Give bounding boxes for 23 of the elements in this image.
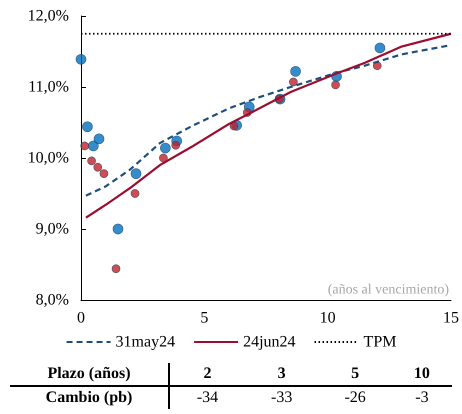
category-label: 10: [412, 364, 431, 384]
data-label: -34: [196, 388, 220, 408]
text: Cambio (pb): [10, 386, 169, 409]
legend-label: 31may24: [116, 334, 176, 350]
legend-label: TPM: [364, 334, 396, 350]
y-tick-label: 10,0%: [28, 150, 69, 166]
data-label: -3: [414, 388, 430, 408]
category-label: 5: [350, 364, 360, 384]
text: Plazo (años): [10, 363, 169, 386]
y-tick-label: 9,0%: [36, 220, 69, 238]
x-tick-label: 0: [77, 310, 85, 326]
x-tick-label: 15: [443, 310, 459, 326]
annotation: (años al vencimiento): [328, 282, 450, 298]
legend-label: 24jun24: [243, 334, 296, 350]
y-tick-label: 12,0%: [28, 8, 69, 24]
y-tick-label: 11,0%: [28, 78, 69, 96]
x-tick-label: 5: [200, 310, 208, 326]
data-label: -26: [343, 388, 367, 408]
x-tick-label: 10: [320, 310, 336, 326]
y-tick-label: 8,0%: [36, 292, 69, 308]
data-label: -33: [270, 388, 294, 408]
category-label: 3: [276, 364, 287, 384]
category-label: 2: [202, 364, 212, 384]
